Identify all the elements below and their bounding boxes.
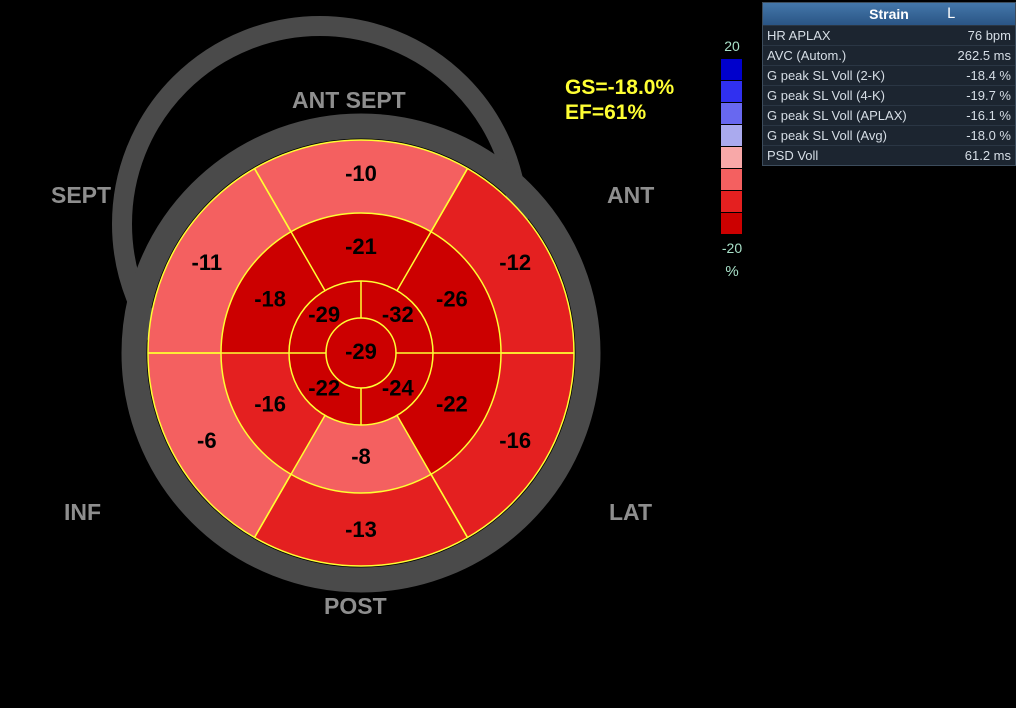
- segment-mid-lat: [397, 353, 501, 475]
- panel-row-label: PSD Voll: [767, 148, 819, 163]
- scale-min-label: -20: [721, 240, 743, 256]
- segment-value-mid-ant-lat: -26: [436, 286, 468, 311]
- wall-label-lat: LAT: [609, 499, 652, 525]
- segment-apical-ant: [361, 281, 433, 353]
- segment-basal-lat: [431, 353, 574, 538]
- segment-mid-inf: [221, 353, 325, 475]
- scale-swatch: [721, 147, 742, 168]
- segment-basal-post: [254, 474, 468, 566]
- scale-swatch: [721, 125, 742, 146]
- panel-row-label: G peak SL Voll (APLAX): [767, 108, 907, 123]
- segment-value-mid-sept: -18: [254, 286, 286, 311]
- scale-swatch: [721, 169, 742, 190]
- global-summary: GS=-18.0% EF=61%: [565, 75, 674, 125]
- panel-row: G peak SL Voll (2-K) -18.4 %: [763, 65, 1015, 85]
- scale-swatch: [721, 191, 742, 212]
- segment-divider: [430, 473, 469, 538]
- segment-value-apex-apex: -29: [345, 339, 377, 364]
- segment-value-apical-sept: -29: [308, 302, 340, 327]
- panel-rows: HR APLAX 76 bpm AVC (Autom.) 262.5 ms G peak…: [763, 25, 1015, 165]
- segment-value-apical-ant: -32: [382, 302, 414, 327]
- segment-value-basal-sept: -11: [192, 250, 223, 275]
- panel-row-label: HR APLAX: [767, 28, 831, 43]
- segment-basal-ant-lat: [431, 168, 574, 353]
- scale-swatch: [721, 103, 742, 124]
- segment-value-basal-lat: -16: [499, 428, 531, 453]
- wall-label-inf: INF: [64, 499, 101, 525]
- segment-value-mid-lat: -22: [436, 391, 468, 416]
- panel-row: G peak SL Voll (Avg) -18.0 %: [763, 125, 1015, 145]
- segment-mid-ant-lat: [397, 231, 501, 353]
- segment-value-basal-post: -13: [345, 517, 377, 542]
- scale-swatch: [721, 213, 742, 234]
- segment-value-mid-inf: -16: [254, 391, 286, 416]
- color-scale-bar: [721, 59, 742, 234]
- panel-row-value: 262.5 ms: [957, 48, 1011, 63]
- panel-row-value: -16.1 %: [966, 108, 1011, 123]
- wall-label-post: POST: [324, 593, 387, 619]
- segment-value-basal-ant: -10: [345, 161, 377, 186]
- panel-row: PSD Voll 61.2 ms: [763, 145, 1015, 165]
- segment-divider: [253, 473, 292, 538]
- panel-row: G peak SL Voll (4-K) -19.7 %: [763, 85, 1015, 105]
- segment-layer: [148, 139, 574, 566]
- panel-row-value: -19.7 %: [966, 88, 1011, 103]
- scale-max-label: 20: [724, 38, 740, 54]
- wall-label-sept: SEPT: [51, 182, 111, 208]
- segment-values: -10 -12 -16 -13 -6 -11 -21 -26 -22 -8 -16 -18 -32 -24…: [192, 161, 532, 542]
- wall-label-ant-sept: ANT SEPT: [292, 87, 406, 113]
- scale-swatch: [721, 59, 742, 80]
- measurement-panel: Strain L HR APLAX 76 bpm AVC (Autom.) 262.5…: [762, 2, 1016, 166]
- global-strain-text: GS=-18.0%: [565, 76, 675, 99]
- segment-value-basal-inf: -6: [197, 428, 217, 453]
- segment-apical-inf: [289, 353, 361, 425]
- segment-mid-sept: [221, 231, 325, 353]
- panel-row-label: G peak SL Voll (Avg): [767, 128, 887, 143]
- segment-basal-inf: [148, 353, 291, 538]
- panel-row-value: -18.0 %: [966, 128, 1011, 143]
- segment-apical-lat: [361, 353, 433, 425]
- segment-value-mid-post: -8: [351, 444, 371, 469]
- panel-row: AVC (Autom.) 262.5 ms: [763, 45, 1015, 65]
- segment-apical-sept: [289, 281, 361, 353]
- panel-header[interactable]: Strain L: [763, 3, 1015, 25]
- panel-row: G peak SL Voll (APLAX) -16.1 %: [763, 105, 1015, 125]
- panel-row-value: 61.2 ms: [964, 148, 1011, 163]
- segment-divider: [253, 168, 292, 233]
- segment-divider: [430, 168, 469, 233]
- panel-title-marker: L: [947, 6, 955, 22]
- panel-row-label: G peak SL Voll (4-K): [767, 88, 886, 103]
- segment-value-basal-ant-lat: -12: [499, 250, 531, 275]
- panel-row-label: AVC (Autom.): [767, 48, 847, 63]
- segment-basal-ant: [254, 139, 468, 232]
- segment-mid-post: [291, 415, 431, 493]
- segment-mid-ant: [291, 213, 431, 291]
- segment-value-mid-ant: -21: [345, 234, 377, 259]
- segment-basal-sept: [148, 168, 291, 353]
- wall-label-ant: ANT: [607, 182, 654, 208]
- scale-unit-label: %: [725, 263, 739, 280]
- ejection-fraction-text: EF=61%: [565, 101, 647, 124]
- scale-swatch: [721, 81, 742, 102]
- panel-row: HR APLAX 76 bpm: [763, 25, 1015, 45]
- panel-title: Strain: [869, 6, 909, 22]
- outer-ring-lower: [121, 113, 601, 593]
- segment-value-apical-lat: -24: [382, 376, 415, 401]
- segment-apex-apex: [326, 318, 396, 388]
- panel-row-value: 76 bpm: [967, 28, 1011, 43]
- panel-row-value: -18.4 %: [966, 68, 1011, 83]
- segment-value-apical-inf: -22: [308, 376, 340, 401]
- panel-row-label: G peak SL Voll (2-K): [767, 68, 886, 83]
- segment-outlines: [147, 139, 575, 567]
